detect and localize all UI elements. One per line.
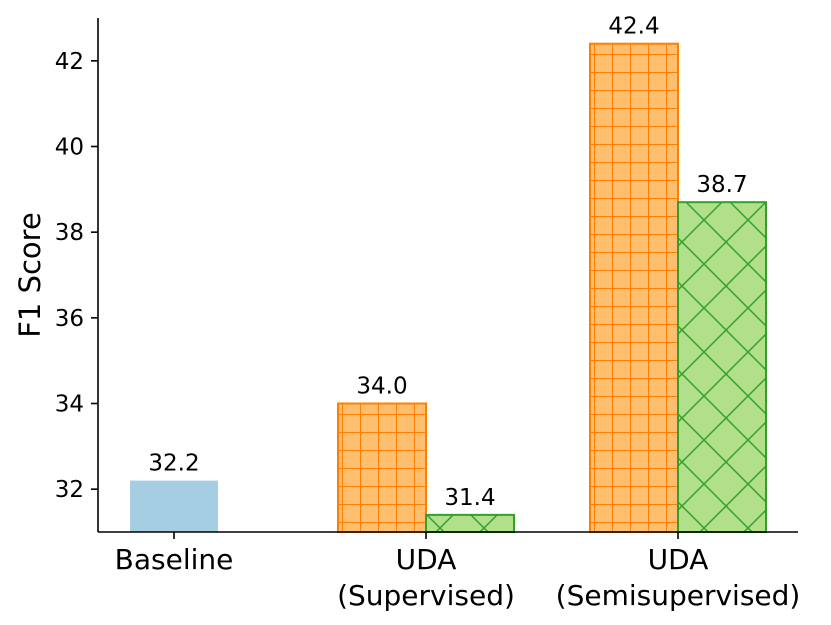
value-label-1: 32.2 <box>148 451 199 477</box>
x-axis: Baseline UDA(Supervised)UDA(Semisupervise… <box>98 531 801 612</box>
value-label-3: 31.4 <box>444 485 495 511</box>
y-tick-label: 36 <box>55 306 84 332</box>
y-axis-label: F1 Score <box>13 212 47 338</box>
y-tick-label: 32 <box>55 477 84 503</box>
bars-layer <box>130 42 767 534</box>
bar-4 <box>589 42 679 533</box>
bar-2 <box>337 402 427 533</box>
value-label-5: 38.7 <box>696 172 747 198</box>
x-category-label: Baseline <box>115 543 234 576</box>
y-tick-label: 38 <box>55 220 84 246</box>
bar-3 <box>425 513 515 533</box>
y-tick-label: 42 <box>55 49 84 75</box>
x-category-label: (Semisupervised) <box>556 579 801 612</box>
x-category-label: UDA <box>396 543 457 576</box>
y-axis: 32 34 36 38 40 42 <box>55 18 99 532</box>
value-label-4: 42.4 <box>608 14 659 40</box>
x-category-label: UDA <box>648 543 709 576</box>
value-label-2: 34.0 <box>356 374 407 400</box>
value-labels-layer: 32.2 34.0 31.4 42.4 38.7 <box>148 14 747 511</box>
y-tick-label: 34 <box>55 392 84 418</box>
x-category-label: (Supervised) <box>337 579 515 612</box>
bar-1 <box>130 480 218 532</box>
bar-5 <box>677 201 767 534</box>
y-tick-label: 40 <box>55 135 84 161</box>
